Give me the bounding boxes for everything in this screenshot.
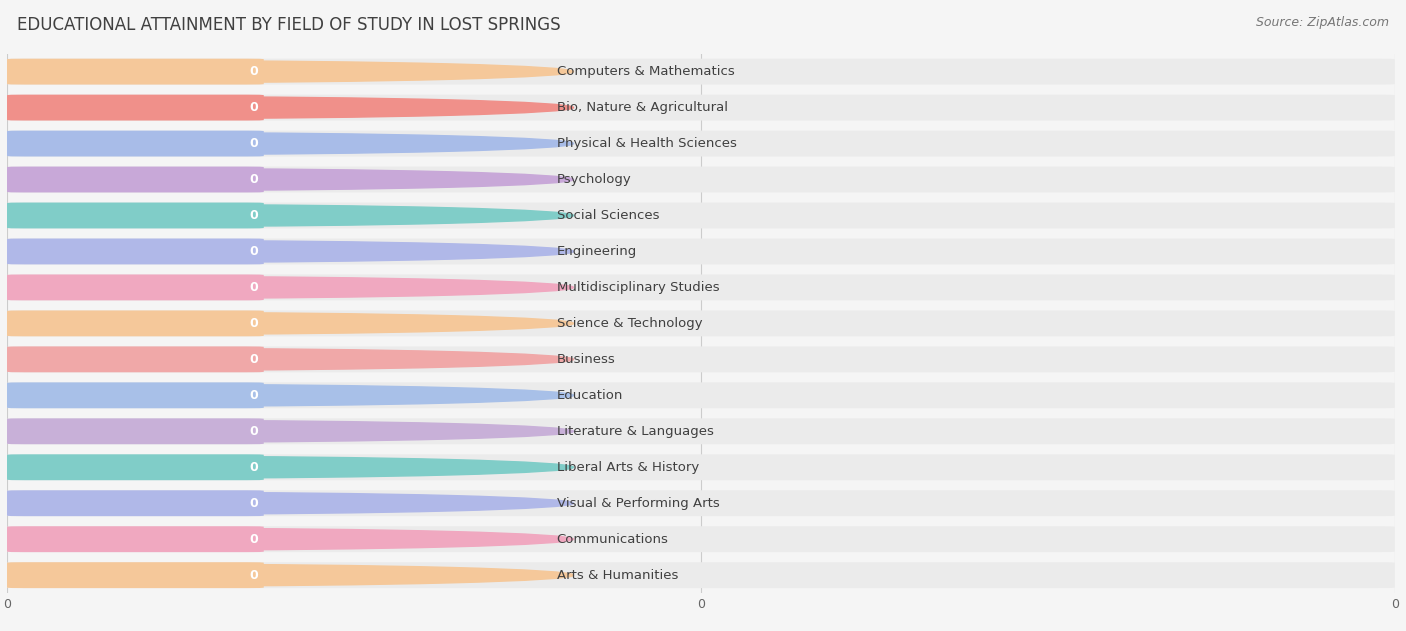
Text: Engineering: Engineering (557, 245, 637, 258)
FancyBboxPatch shape (7, 562, 1395, 588)
Text: Social Sciences: Social Sciences (557, 209, 659, 222)
Circle shape (0, 133, 574, 155)
Circle shape (0, 312, 574, 334)
Circle shape (0, 276, 574, 298)
FancyBboxPatch shape (7, 167, 1395, 192)
Circle shape (0, 348, 574, 370)
Text: 0: 0 (249, 281, 259, 294)
FancyBboxPatch shape (7, 310, 1395, 336)
Circle shape (0, 240, 574, 262)
Text: EDUCATIONAL ATTAINMENT BY FIELD OF STUDY IN LOST SPRINGS: EDUCATIONAL ATTAINMENT BY FIELD OF STUDY… (17, 16, 561, 34)
Text: 0: 0 (249, 425, 259, 438)
Circle shape (0, 384, 574, 406)
Circle shape (0, 456, 574, 478)
FancyBboxPatch shape (7, 203, 264, 228)
FancyBboxPatch shape (7, 239, 1395, 264)
Text: 0: 0 (249, 65, 259, 78)
Text: Communications: Communications (557, 533, 668, 546)
FancyBboxPatch shape (7, 203, 1395, 228)
FancyBboxPatch shape (7, 346, 1395, 372)
Text: Liberal Arts & History: Liberal Arts & History (557, 461, 699, 474)
Text: Multidisciplinary Studies: Multidisciplinary Studies (557, 281, 720, 294)
FancyBboxPatch shape (7, 490, 1395, 516)
FancyBboxPatch shape (7, 346, 264, 372)
FancyBboxPatch shape (7, 562, 264, 588)
Text: 0: 0 (249, 101, 259, 114)
Circle shape (0, 420, 574, 442)
FancyBboxPatch shape (7, 526, 264, 552)
Text: Visual & Performing Arts: Visual & Performing Arts (557, 497, 720, 510)
FancyBboxPatch shape (7, 59, 1395, 85)
Text: Business: Business (557, 353, 616, 366)
FancyBboxPatch shape (7, 418, 264, 444)
FancyBboxPatch shape (7, 274, 1395, 300)
Text: 0: 0 (249, 317, 259, 330)
Text: 0: 0 (249, 497, 259, 510)
FancyBboxPatch shape (7, 526, 1395, 552)
FancyBboxPatch shape (7, 310, 264, 336)
FancyBboxPatch shape (7, 95, 1395, 121)
FancyBboxPatch shape (7, 95, 264, 121)
FancyBboxPatch shape (7, 490, 264, 516)
Text: Bio, Nature & Agricultural: Bio, Nature & Agricultural (557, 101, 727, 114)
Text: Computers & Mathematics: Computers & Mathematics (557, 65, 734, 78)
Circle shape (0, 168, 574, 191)
Text: 0: 0 (249, 533, 259, 546)
Text: Science & Technology: Science & Technology (557, 317, 702, 330)
Text: 0: 0 (249, 389, 259, 402)
FancyBboxPatch shape (7, 382, 1395, 408)
Text: Psychology: Psychology (557, 173, 631, 186)
Text: Education: Education (557, 389, 623, 402)
FancyBboxPatch shape (7, 59, 264, 85)
FancyBboxPatch shape (7, 131, 264, 156)
FancyBboxPatch shape (7, 167, 264, 192)
Circle shape (0, 204, 574, 227)
Text: 0: 0 (249, 353, 259, 366)
Text: Physical & Health Sciences: Physical & Health Sciences (557, 137, 737, 150)
FancyBboxPatch shape (7, 418, 1395, 444)
FancyBboxPatch shape (7, 239, 264, 264)
Circle shape (0, 492, 574, 514)
Circle shape (0, 97, 574, 119)
Text: Arts & Humanities: Arts & Humanities (557, 569, 678, 582)
FancyBboxPatch shape (7, 382, 264, 408)
FancyBboxPatch shape (7, 454, 1395, 480)
Circle shape (0, 564, 574, 586)
Text: 0: 0 (249, 173, 259, 186)
Text: 0: 0 (249, 209, 259, 222)
Text: 0: 0 (249, 137, 259, 150)
Circle shape (0, 61, 574, 83)
FancyBboxPatch shape (7, 454, 264, 480)
Text: Literature & Languages: Literature & Languages (557, 425, 713, 438)
Text: 0: 0 (249, 245, 259, 258)
Text: 0: 0 (249, 461, 259, 474)
FancyBboxPatch shape (7, 274, 264, 300)
Text: Source: ZipAtlas.com: Source: ZipAtlas.com (1256, 16, 1389, 29)
FancyBboxPatch shape (7, 131, 1395, 156)
Text: 0: 0 (249, 569, 259, 582)
Circle shape (0, 528, 574, 550)
